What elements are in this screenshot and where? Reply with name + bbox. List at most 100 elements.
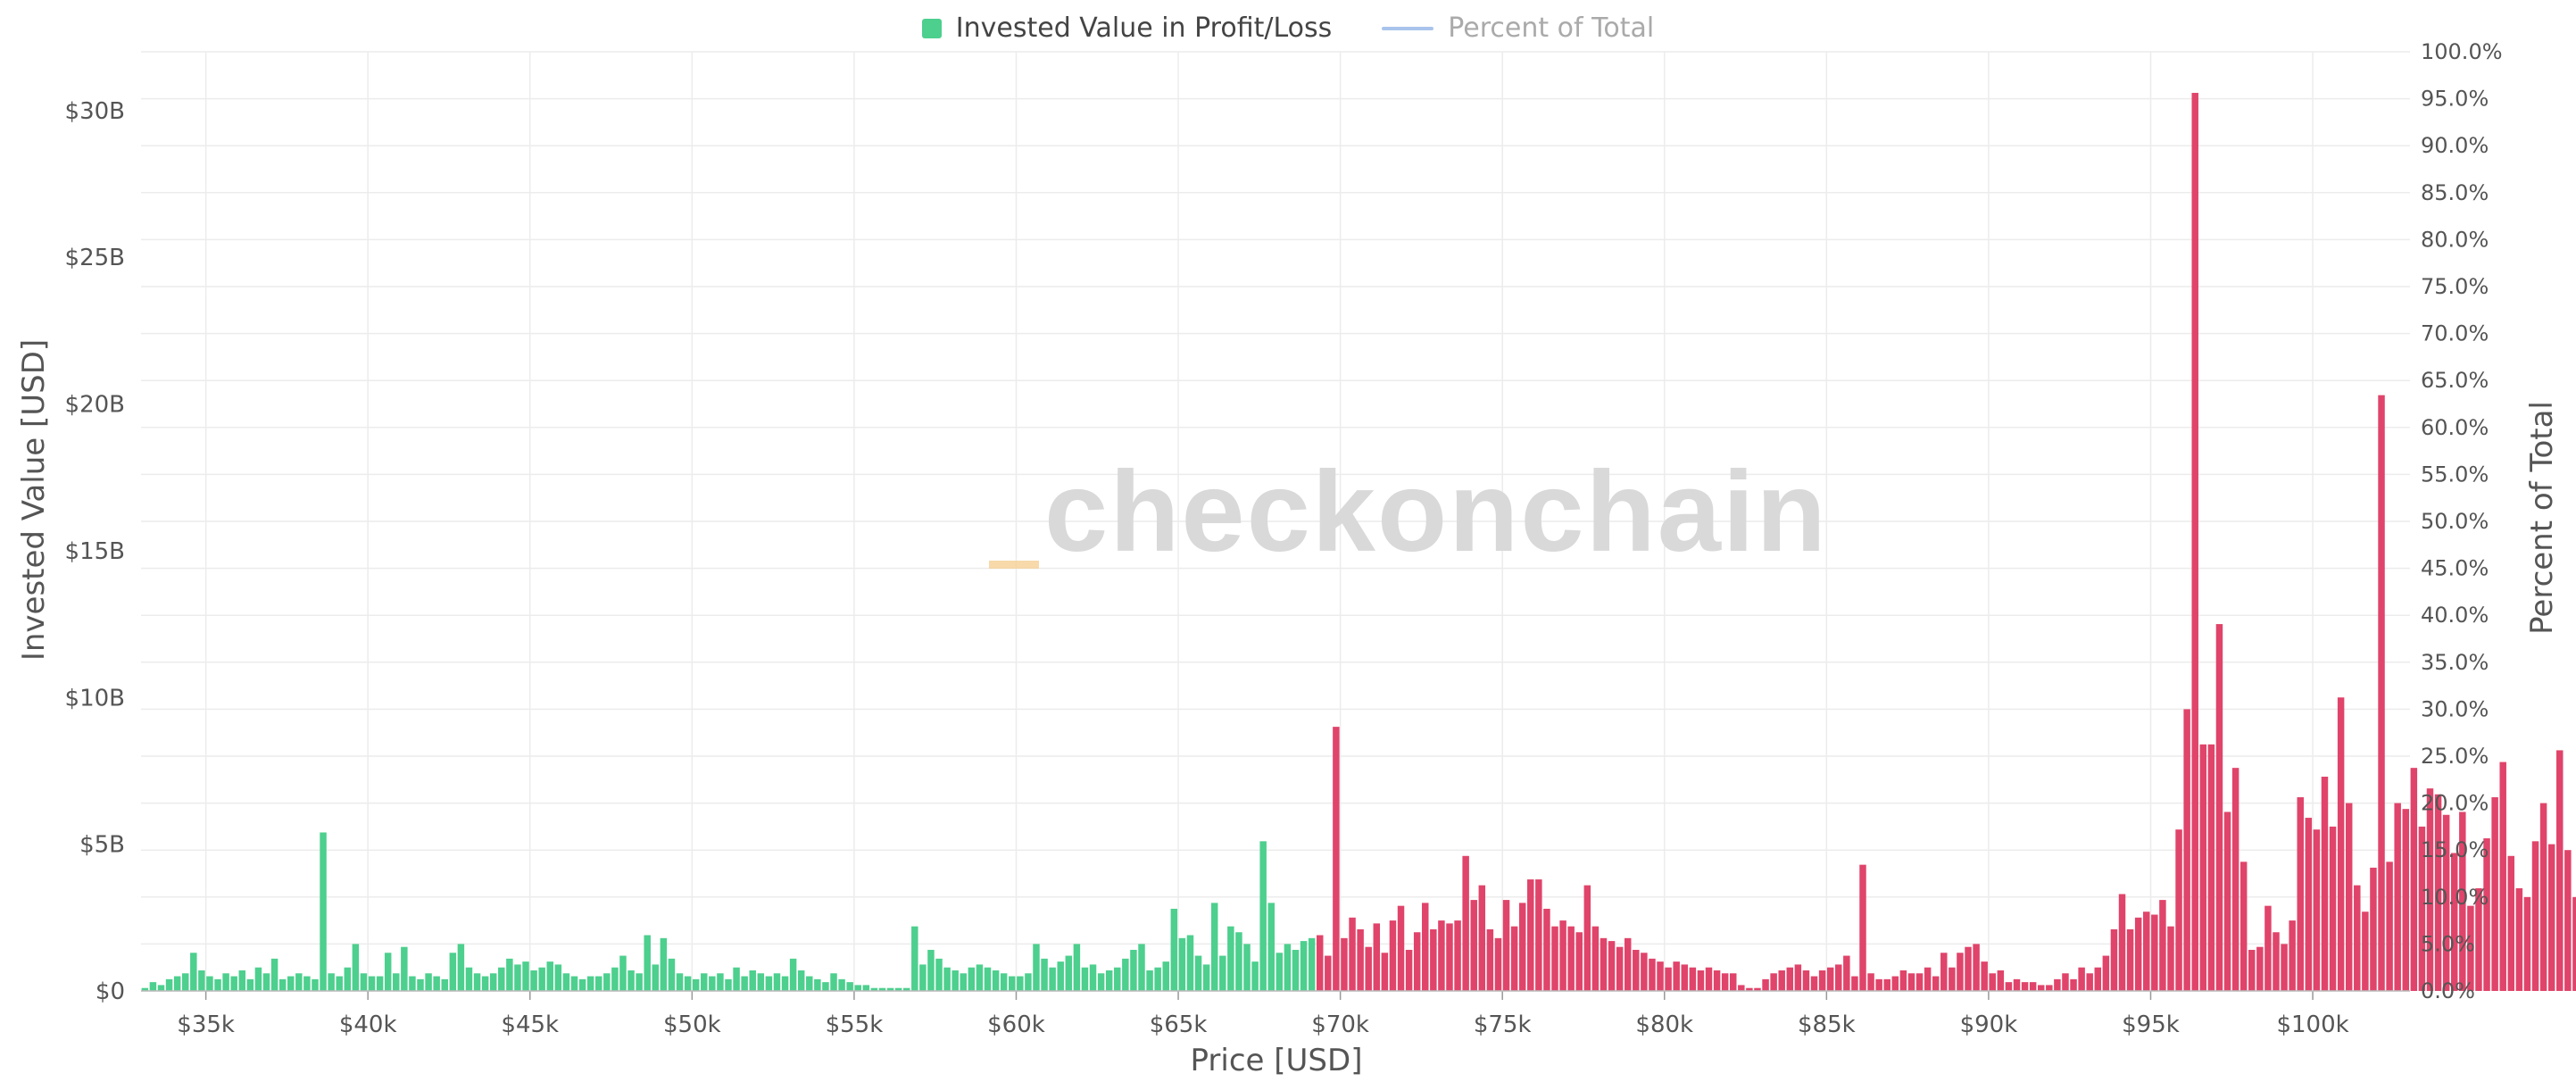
bar — [1633, 949, 1640, 991]
legend: Invested Value in Profit/Loss Percent of… — [0, 12, 2576, 44]
bar — [1981, 961, 1988, 991]
bar — [611, 967, 619, 991]
legend-swatch-profit — [921, 18, 942, 38]
bar — [2386, 861, 2393, 991]
bar — [902, 987, 910, 991]
bar — [2345, 803, 2353, 991]
bar — [2191, 93, 2198, 991]
bar — [1308, 937, 1316, 991]
bar — [1697, 970, 1705, 991]
bar — [968, 967, 976, 991]
bar — [814, 978, 821, 991]
bar — [2256, 946, 2264, 991]
bar — [1405, 949, 1413, 991]
bar — [1446, 923, 1453, 991]
bar — [1641, 953, 1648, 991]
bar — [433, 976, 440, 991]
bar — [2354, 885, 2361, 991]
bar — [1575, 932, 1583, 991]
y2-tick-label: 45.0% — [2421, 556, 2489, 581]
bar — [473, 973, 481, 991]
bar — [2029, 982, 2037, 991]
bar — [1259, 841, 1267, 991]
bar — [1194, 955, 1202, 991]
bar — [303, 976, 311, 991]
bar — [1365, 946, 1372, 991]
bar — [1033, 944, 1040, 991]
bar — [1049, 967, 1056, 991]
bar — [214, 978, 221, 991]
y2-tick-label: 55.0% — [2421, 462, 2489, 487]
bar — [1009, 976, 1016, 991]
bar — [2281, 944, 2288, 991]
bar — [749, 970, 756, 991]
bar — [368, 976, 376, 991]
bar — [2523, 896, 2531, 991]
bar — [1973, 944, 1980, 991]
bar — [2110, 928, 2118, 991]
bar — [2491, 797, 2498, 991]
bar — [1227, 926, 1234, 991]
bar — [376, 976, 384, 991]
y2-tick-label: 95.0% — [2421, 87, 2489, 112]
bar — [2483, 838, 2490, 991]
bar — [2337, 697, 2345, 991]
bar — [1170, 908, 1178, 991]
bar — [1770, 973, 1777, 991]
bar — [2313, 829, 2321, 991]
bar — [854, 985, 861, 991]
bar — [1826, 967, 1834, 991]
bar — [2531, 841, 2539, 991]
bar — [384, 953, 392, 991]
bar — [1681, 964, 1689, 991]
x-tick-label: $90k — [1960, 1011, 2018, 1038]
bar — [1341, 937, 1348, 991]
bar — [1949, 967, 1956, 991]
x-tick-label: $45k — [501, 1011, 559, 1038]
bar — [676, 973, 684, 991]
bar — [2362, 911, 2369, 991]
bar — [1114, 967, 1121, 991]
bar — [765, 976, 773, 991]
bar — [2305, 818, 2313, 991]
bar — [984, 967, 992, 991]
y-axis-ticks: $0 $5B $10B $15B $20B $25B $30B — [65, 98, 125, 1005]
y-axis-title: Invested Value [USD] — [16, 338, 52, 662]
bar — [198, 970, 205, 991]
y2-axis-ticks: 0.0% 5.0% 10.0% 15.0% 20.0% 25.0% 30.0% 35.0% 40… — [2421, 39, 2503, 1003]
y2-tick-label: 10.0% — [2421, 885, 2489, 910]
watermark-logo: checkonchain — [1044, 448, 1828, 576]
bar — [1989, 973, 1996, 991]
bar — [935, 958, 943, 991]
bar — [2329, 826, 2337, 991]
bar — [320, 832, 327, 991]
bar — [441, 978, 448, 991]
bar — [1786, 967, 1794, 991]
bar — [757, 973, 765, 991]
bar — [2005, 982, 2013, 991]
bar — [1438, 920, 1445, 991]
bar — [181, 973, 189, 991]
bar — [2126, 928, 2134, 991]
bar — [2402, 809, 2409, 991]
bar — [1713, 970, 1721, 991]
bar — [1178, 937, 1186, 991]
bar — [1835, 964, 1842, 991]
bar — [498, 967, 505, 991]
bar — [886, 987, 894, 991]
bar — [457, 944, 465, 991]
bar — [1600, 937, 1608, 991]
bar — [717, 973, 724, 991]
bar — [1486, 928, 1494, 991]
bar — [1162, 961, 1169, 991]
bar — [1551, 926, 1558, 991]
bar — [1154, 967, 1161, 991]
bar — [1017, 976, 1024, 991]
bar — [2378, 395, 2385, 991]
legend-item-profit-loss[interactable]: Invested Value in Profit/Loss — [921, 12, 1332, 44]
bar — [1357, 928, 1364, 991]
bar — [1867, 973, 1874, 991]
legend-item-percent[interactable]: Percent of Total — [1382, 12, 1654, 44]
bar — [789, 958, 797, 991]
bar — [2151, 914, 2158, 991]
